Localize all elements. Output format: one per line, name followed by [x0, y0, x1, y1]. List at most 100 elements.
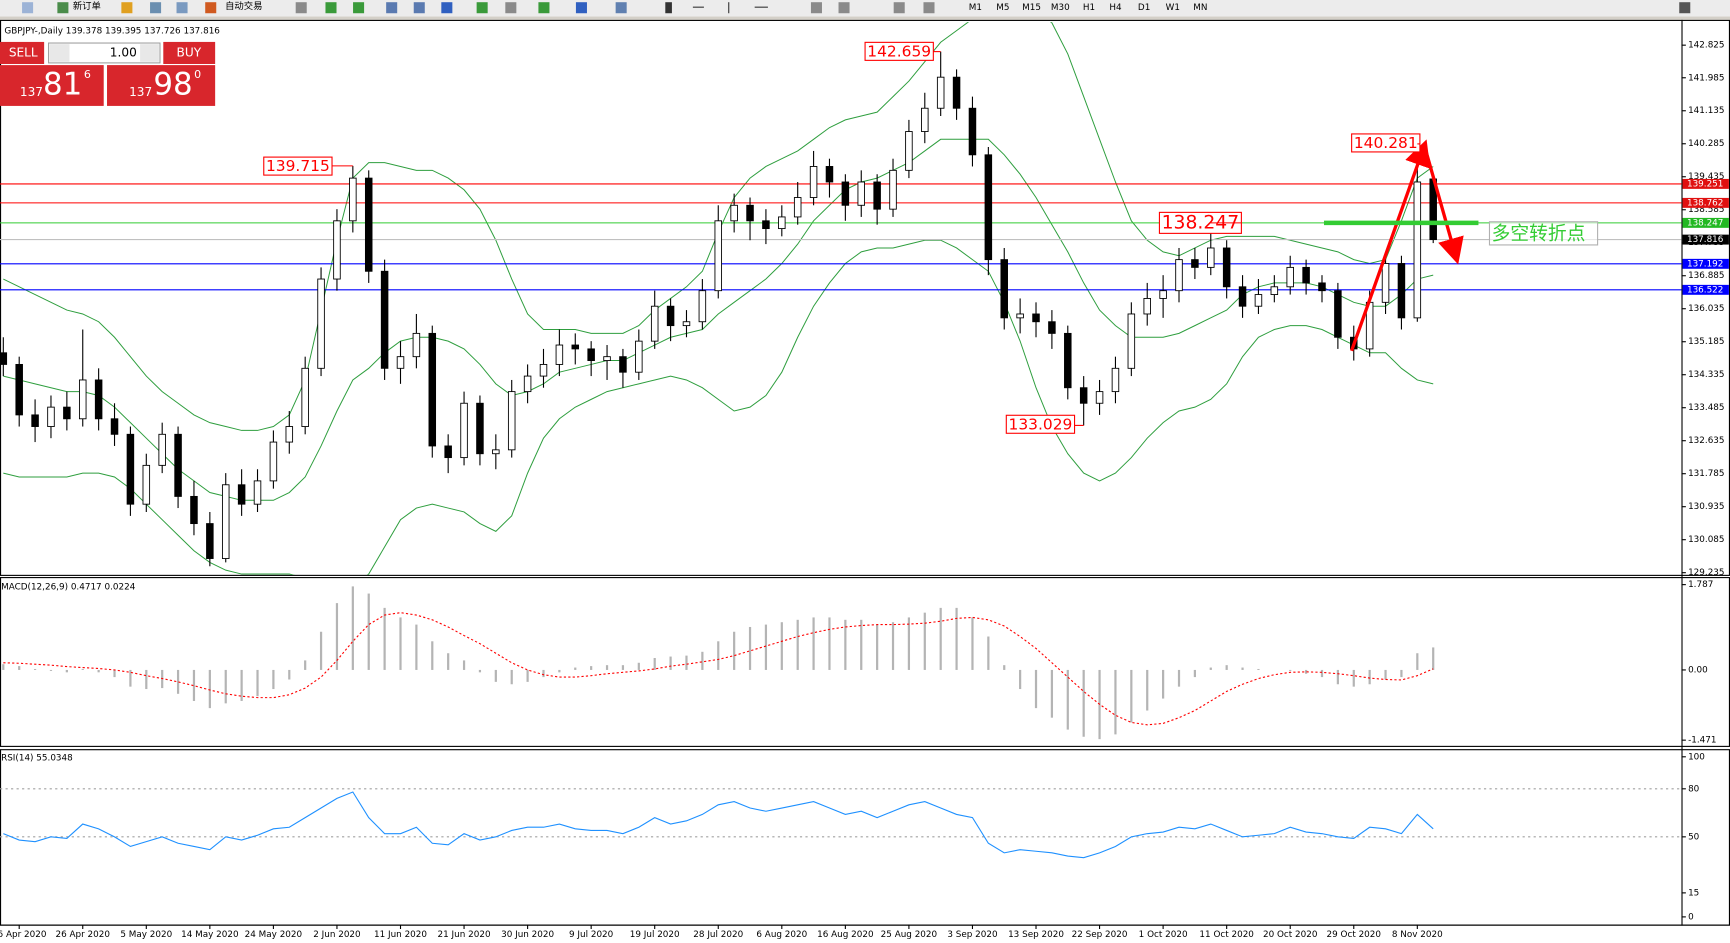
timeframe-button[interactable]: D1 — [1138, 3, 1150, 13]
icon[interactable] — [353, 2, 365, 14]
x-tick-label: 6 Aug 2020 — [756, 930, 807, 940]
macd-bar — [288, 669, 291, 680]
icon[interactable] — [295, 2, 307, 14]
bid-box[interactable] — [0, 65, 104, 106]
y-tick-label: 135.185 — [1688, 337, 1724, 347]
icon[interactable] — [325, 2, 337, 14]
timeframe-button[interactable]: M15 — [1022, 3, 1041, 13]
macd-bar — [145, 669, 148, 690]
price-annotation: 133.029 — [1009, 415, 1073, 433]
icon[interactable] — [665, 2, 672, 14]
icon[interactable] — [538, 2, 550, 14]
buy-label[interactable]: BUY — [177, 45, 202, 59]
icon[interactable] — [150, 2, 162, 14]
timeframe-button[interactable]: H4 — [1109, 3, 1122, 13]
candle-body — [921, 107, 929, 132]
macd-bar — [1034, 669, 1038, 709]
candle-body — [412, 332, 421, 358]
timeframe-button[interactable]: H1 — [1083, 3, 1095, 13]
macd-bar — [208, 669, 211, 709]
icon[interactable] — [923, 2, 935, 14]
candle-body — [31, 414, 39, 427]
lot-up[interactable] — [140, 44, 159, 62]
icon[interactable] — [413, 2, 425, 14]
candle-body — [349, 177, 357, 222]
sell-label[interactable]: SELL — [9, 45, 38, 59]
sell-button[interactable] — [0, 41, 45, 64]
candle-body — [1318, 282, 1326, 292]
timeframe-button[interactable]: MN — [1193, 3, 1207, 13]
macd-bar — [49, 669, 53, 671]
new-order-button[interactable]: 新订单 — [73, 0, 101, 12]
macd-bar — [510, 669, 513, 685]
x-tick-label: 16 Aug 2020 — [817, 930, 874, 940]
arrow-up — [1350, 139, 1431, 352]
candle-body — [206, 523, 214, 559]
icon[interactable] — [728, 2, 730, 14]
macd-bar — [717, 641, 720, 670]
macd-bar — [431, 641, 434, 670]
icon[interactable] — [575, 2, 587, 14]
rsi-line — [3, 791, 1434, 859]
timeframe-button[interactable]: M1 — [969, 3, 982, 13]
timeframe-button[interactable]: M30 — [1051, 3, 1070, 13]
candle-body — [1048, 321, 1056, 334]
auto-trading-button[interactable]: 自动交易 — [225, 0, 262, 12]
x-tick-label: 21 Jun 2020 — [438, 930, 491, 940]
icon[interactable] — [838, 2, 850, 14]
price-level-label: 137.816 — [1687, 235, 1724, 245]
icon[interactable] — [441, 2, 453, 14]
ask-box[interactable] — [107, 65, 216, 106]
icon[interactable] — [615, 2, 627, 14]
macd-bar — [733, 631, 736, 670]
timeframe-button[interactable]: W1 — [1166, 3, 1180, 13]
icon[interactable] — [121, 2, 133, 14]
macd-bar — [828, 617, 831, 670]
candle-body — [507, 391, 516, 451]
macd-bar — [1241, 667, 1244, 670]
icon[interactable] — [893, 2, 905, 14]
candle-body — [619, 356, 627, 373]
axes: 129.235 130.085 130.935 131.785 132.635 133.4… — [0, 41, 1729, 940]
candle-body — [682, 321, 691, 327]
candle-body — [746, 204, 754, 222]
lot-value[interactable]: 1.00 — [110, 45, 137, 59]
timeframe-bar: M1 M5 M15 M30 H1 H4 D1 W1 MN — [969, 3, 1208, 13]
candle-body — [1127, 313, 1136, 369]
icon[interactable] — [1679, 2, 1691, 14]
macd-bar — [669, 656, 672, 670]
icon[interactable] — [754, 6, 768, 8]
candle-body — [253, 480, 262, 505]
x-tick-label: 20 Oct 2020 — [1263, 930, 1318, 940]
macd-bar — [812, 617, 815, 670]
candle-body — [301, 367, 309, 427]
macd-bar — [224, 669, 227, 704]
annotation-box — [1005, 414, 1076, 434]
lot-down[interactable] — [49, 44, 70, 62]
icon[interactable] — [810, 2, 822, 14]
timeframe-button[interactable]: M5 — [996, 3, 1009, 13]
candle-body — [142, 464, 151, 505]
candle-body — [936, 76, 945, 109]
icon[interactable] — [386, 2, 398, 14]
icon[interactable] — [205, 2, 217, 14]
icon[interactable] — [505, 2, 517, 14]
y-tick-label: 142.825 — [1688, 41, 1724, 51]
icon[interactable] — [57, 2, 69, 14]
candle-body — [1000, 259, 1008, 319]
macd-bar — [1193, 669, 1196, 678]
price-level-tag — [1682, 178, 1729, 189]
buy-button[interactable] — [163, 41, 216, 64]
icon[interactable] — [692, 6, 704, 8]
macd-bar — [351, 586, 354, 670]
icon[interactable] — [476, 2, 488, 14]
icon[interactable] — [22, 2, 34, 14]
x-tick-label: 8 Nov 2020 — [1392, 930, 1443, 940]
macd-bar — [1384, 669, 1387, 680]
icon[interactable] — [176, 2, 188, 14]
lot-input[interactable] — [47, 42, 161, 64]
macd-bar — [113, 669, 116, 678]
candle-body — [889, 169, 897, 210]
bid-big: 137 — [20, 85, 43, 99]
